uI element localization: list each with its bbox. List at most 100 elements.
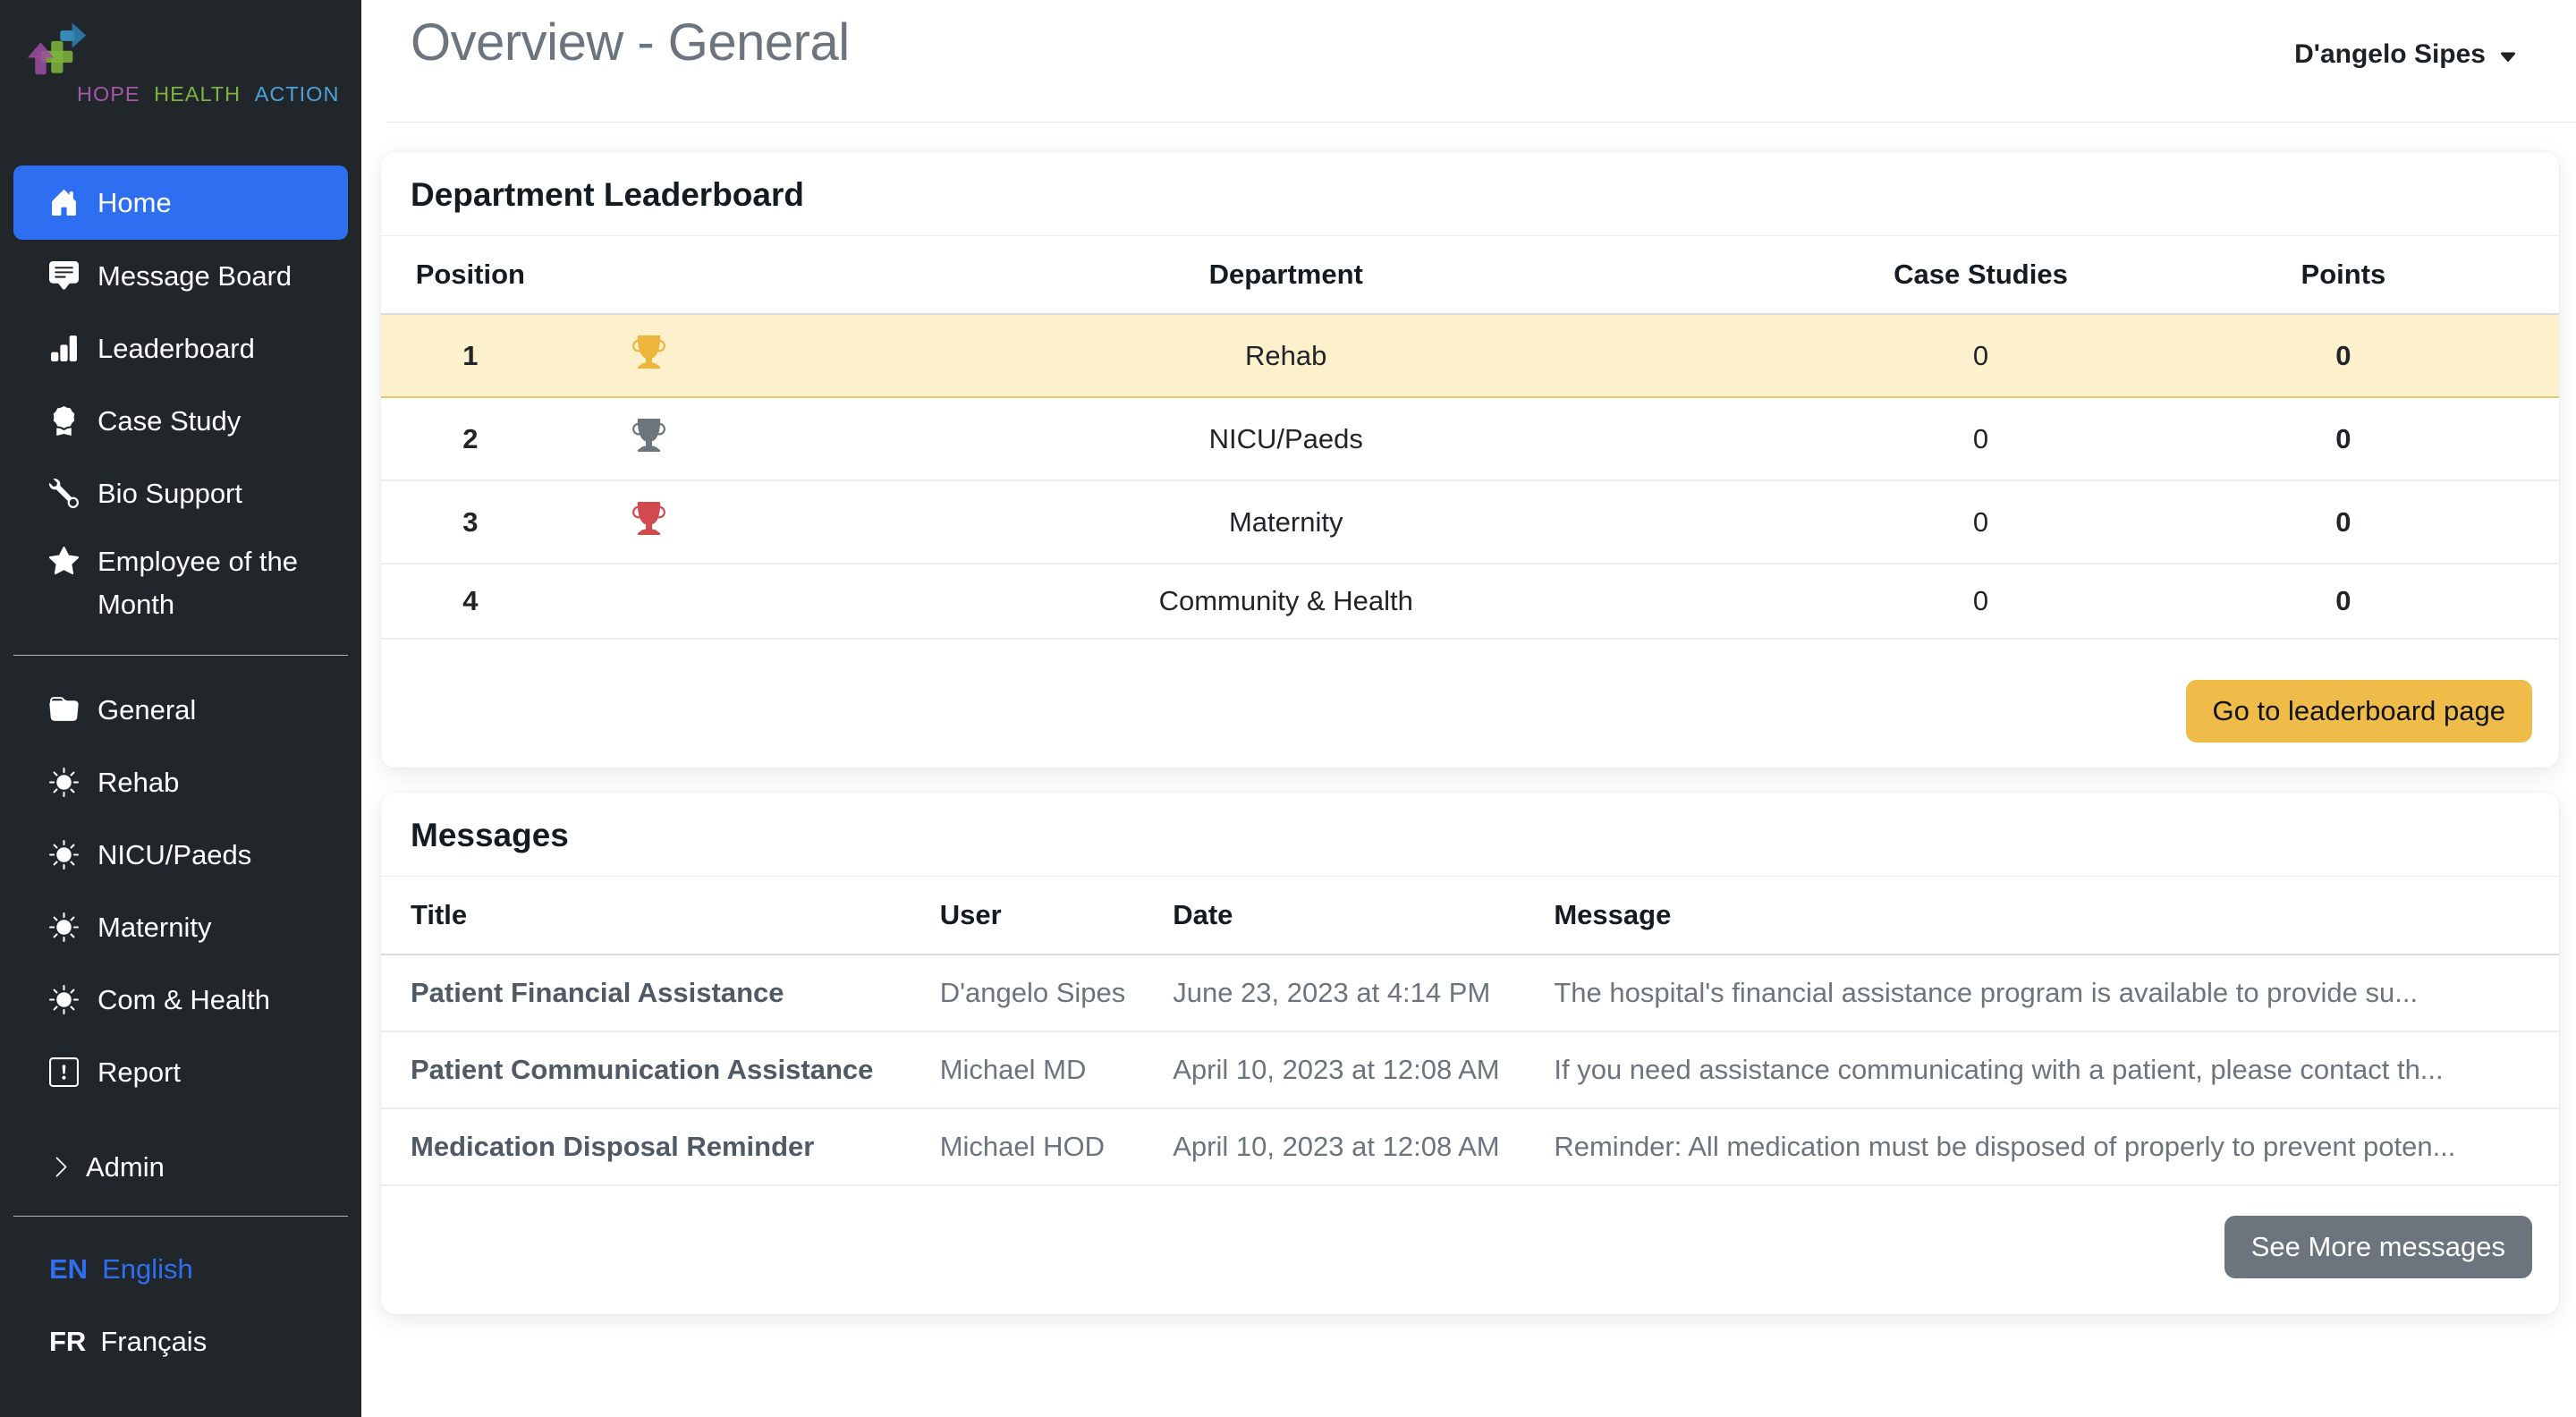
trophy-cell [559, 564, 739, 640]
leaderboard-button-row: Go to leaderboard page [381, 640, 2559, 768]
table-row: 1 Rehab 0 0 [381, 314, 2559, 398]
folder-icon [49, 695, 79, 725]
sun-icon [49, 912, 79, 942]
bronze-trophy-icon [632, 502, 665, 535]
message-user-cell: D'angelo Sipes [910, 955, 1144, 1032]
department-cell: Rehab [738, 314, 1835, 398]
points-cell: 0 [2127, 314, 2559, 398]
bar-chart-icon [49, 334, 79, 363]
message-body-cell: The hospital's financial assistance prog… [1524, 955, 2559, 1032]
sun-icon [49, 840, 79, 870]
gold-trophy-icon [632, 335, 665, 369]
logo-word-action: ACTION [254, 82, 340, 106]
column-header-user: User [910, 877, 1144, 955]
message-board-icon [49, 261, 79, 291]
language-switcher: EN English FR Français [0, 1233, 361, 1378]
sidebar-item-rehab[interactable]: Rehab [0, 746, 361, 819]
message-row: Patient Financial Assistance D'angelo Si… [381, 955, 2559, 1032]
sidebar-section-departments: General Rehab NICU/Paeds Maternity Com &… [0, 674, 361, 1203]
silver-trophy-icon [632, 419, 665, 452]
sidebar-item-leaderboard[interactable]: Leaderboard [0, 312, 361, 385]
position-cell: 2 [381, 397, 560, 481]
user-name: D'angelo Sipes [2294, 39, 2486, 69]
column-header-case-studies: Case Studies [1834, 236, 2128, 315]
sidebar-item-label: Rehab [97, 766, 180, 798]
language-option-french[interactable]: FR Français [0, 1305, 361, 1378]
sidebar-item-nicu-paeds[interactable]: NICU/Paeds [0, 819, 361, 891]
sidebar-item-label: Com & Health [97, 983, 270, 1015]
sidebar-item-label: NICU/Paeds [97, 838, 252, 870]
sidebar-item-message-board[interactable]: Message Board [0, 240, 361, 312]
message-date-cell: April 10, 2023 at 12:08 AM [1143, 1108, 1525, 1186]
sidebar-item-label: Leaderboard [97, 332, 255, 364]
app-logo[interactable]: HOPE HEALTH ACTION [0, 0, 361, 165]
sidebar-item-label: General [97, 693, 197, 725]
points-cell: 0 [2127, 564, 2559, 640]
messages-button-row: See More messages [381, 1186, 2559, 1314]
wrench-icon [49, 479, 79, 508]
sidebar-item-employee-of-the-month[interactable]: Employee of the Month [0, 530, 361, 646]
caret-down-icon [2498, 47, 2518, 67]
sidebar-item-com-health[interactable]: Com & Health [0, 963, 361, 1036]
sidebar-item-report[interactable]: Report [0, 1036, 361, 1108]
logo-word-hope: HOPE [77, 82, 140, 106]
points-cell: 0 [2127, 480, 2559, 564]
position-cell: 1 [381, 314, 560, 398]
sidebar-divider [13, 655, 348, 656]
sidebar-item-label: Maternity [97, 911, 212, 943]
sidebar-item-label: Case Study [97, 404, 242, 437]
sidebar-item-maternity[interactable]: Maternity [0, 891, 361, 963]
case-studies-cell: 0 [1834, 397, 2128, 481]
language-code: EN [49, 1252, 89, 1285]
language-option-english[interactable]: EN English [0, 1233, 361, 1305]
message-user-cell: Michael HOD [910, 1108, 1144, 1186]
logo-word-health: HEALTH [154, 82, 242, 106]
see-more-messages-button[interactable]: See More messages [2224, 1216, 2532, 1278]
logo-arrows-icon [27, 22, 87, 75]
points-cell: 0 [2127, 397, 2559, 481]
column-header-department: Department [738, 236, 1835, 315]
leaderboard-header-row: Position Department Case Studies Points [381, 236, 2559, 315]
sidebar-item-general[interactable]: General [0, 674, 361, 746]
star-icon [49, 546, 79, 575]
message-row: Patient Communication Assistance Michael… [381, 1031, 2559, 1109]
sun-icon [49, 985, 79, 1014]
award-icon [49, 406, 79, 436]
sidebar: HOPE HEALTH ACTION Home Message Board Le… [0, 0, 361, 1417]
sidebar-item-label: Bio Support [97, 477, 242, 509]
leaderboard-card-title: Department Leaderboard [381, 152, 2559, 236]
message-user-cell: Michael MD [910, 1031, 1144, 1109]
language-label: English [102, 1252, 193, 1285]
messages-header-row: Title User Date Message [381, 877, 2559, 955]
message-body-cell: Reminder: All medication must be dispose… [1524, 1108, 2559, 1186]
position-cell: 4 [381, 564, 560, 640]
messages-card: Messages Title User Date Message Patient… [381, 793, 2559, 1314]
go-to-leaderboard-button[interactable]: Go to leaderboard page [2185, 680, 2532, 742]
message-title-cell: Patient Financial Assistance [381, 955, 911, 1032]
sidebar-item-case-study[interactable]: Case Study [0, 385, 361, 457]
table-row: 4 Community & Health 0 0 [381, 564, 2559, 640]
column-header-position: Position [381, 236, 560, 315]
house-icon [49, 188, 79, 217]
sidebar-divider [13, 1216, 348, 1217]
column-header-points: Points [2127, 236, 2559, 315]
trophy-cell [559, 480, 739, 564]
sun-icon [49, 768, 79, 797]
language-code: FR [49, 1325, 87, 1357]
messages-card-title: Messages [381, 793, 2559, 877]
department-cell: Community & Health [738, 564, 1835, 640]
sidebar-item-admin[interactable]: Admin [0, 1131, 361, 1203]
table-row: 2 NICU/Paeds 0 0 [381, 397, 2559, 481]
sidebar-item-home[interactable]: Home [13, 165, 348, 240]
message-title-cell: Medication Disposal Reminder [381, 1108, 911, 1186]
department-cell: NICU/Paeds [738, 397, 1835, 481]
sidebar-item-bio-support[interactable]: Bio Support [0, 457, 361, 530]
user-dropdown[interactable]: D'angelo Sipes [2294, 39, 2518, 70]
sidebar-item-label: Report [97, 1056, 182, 1088]
trophy-cell [559, 314, 739, 398]
column-header-date: Date [1143, 877, 1525, 955]
case-studies-cell: 0 [1834, 314, 2128, 398]
column-header-message: Message [1524, 877, 2559, 955]
message-title-cell: Patient Communication Assistance [381, 1031, 911, 1109]
table-row: 3 Maternity 0 0 [381, 480, 2559, 564]
